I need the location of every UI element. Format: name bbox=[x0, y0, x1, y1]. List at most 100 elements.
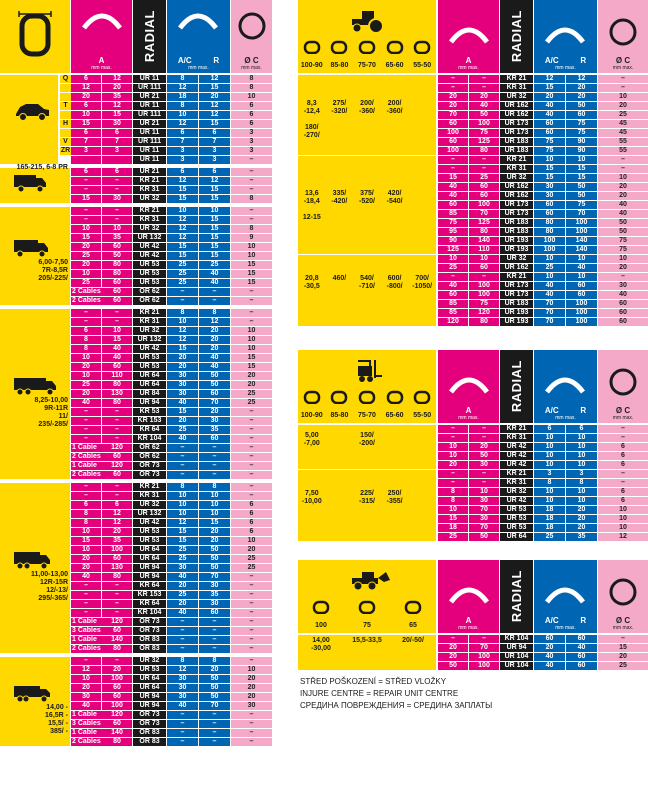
cell-ac: 12 bbox=[167, 120, 198, 128]
cell-a: – bbox=[71, 600, 101, 608]
profile-col-label: 75 bbox=[363, 622, 371, 629]
cell-a2: 20 bbox=[469, 443, 499, 451]
cell-a2: – bbox=[102, 600, 132, 608]
cell-ac: 8 bbox=[167, 309, 198, 317]
cell-a2: 60 bbox=[102, 720, 132, 728]
cell-ac: 20 bbox=[167, 354, 198, 362]
tire-size-range: 20/-50/ bbox=[402, 637, 424, 644]
cell-radial: UR 183 bbox=[500, 219, 533, 227]
radial-header: RADIAL bbox=[500, 350, 533, 423]
cell-ac: 80 bbox=[534, 219, 565, 227]
cell-a: 20 bbox=[438, 461, 468, 469]
cell-ac: – bbox=[167, 645, 198, 653]
cell-a2: – bbox=[102, 318, 132, 326]
cell-c: 6 bbox=[598, 443, 648, 451]
cell-c: 10 bbox=[231, 93, 272, 101]
cell-c: 20 bbox=[231, 372, 272, 380]
cell-r: 7 bbox=[199, 138, 230, 146]
cell-ac: 40 bbox=[534, 102, 565, 110]
cell-c: – bbox=[231, 483, 272, 491]
cell-a: – bbox=[71, 177, 101, 185]
cell-a2: 20 bbox=[102, 84, 132, 92]
cell-ac: – bbox=[167, 636, 198, 644]
cell-a: 15 bbox=[438, 515, 468, 523]
cell-a: 60 bbox=[438, 291, 468, 299]
cell-a: 15 bbox=[71, 537, 101, 545]
cell-radial: UR 21 bbox=[133, 168, 166, 176]
cell-r: – bbox=[199, 720, 230, 728]
cell-r: 50 bbox=[199, 555, 230, 563]
cell-r: 20 bbox=[566, 84, 597, 92]
cell-ac: – bbox=[167, 444, 198, 452]
cell-radial: UR 132 bbox=[133, 510, 166, 518]
cell-radial: UR 42 bbox=[500, 443, 533, 451]
cell-radial: KR 21 bbox=[500, 470, 533, 478]
cell-r: 50 bbox=[199, 372, 230, 380]
cell-a: 20 bbox=[71, 93, 101, 101]
cell-a2: 100 bbox=[469, 201, 499, 209]
cell-ac: 8 bbox=[167, 657, 198, 665]
cell-c: – bbox=[598, 635, 648, 643]
cell-a2: 120 bbox=[102, 618, 132, 626]
cell-a: 15 bbox=[71, 120, 101, 128]
cell-c: 25 bbox=[598, 111, 648, 119]
cell-ac: 10 bbox=[534, 273, 565, 281]
cell-radial: UR 132 bbox=[133, 336, 166, 344]
cell-ac: 15 bbox=[167, 252, 198, 260]
cell-a2: 7 bbox=[102, 138, 132, 146]
cell-ac: 10 bbox=[534, 443, 565, 451]
cell-a: – bbox=[71, 408, 101, 416]
cell-c: 20 bbox=[598, 183, 648, 191]
cell-a2: – bbox=[102, 207, 132, 215]
cell-r: 60 bbox=[199, 435, 230, 443]
cell-a2: 120 bbox=[102, 711, 132, 719]
cell-a2: 12 bbox=[102, 102, 132, 110]
cell-ac: – bbox=[167, 627, 198, 635]
cell-ac: 60 bbox=[534, 129, 565, 137]
cell-a: – bbox=[438, 434, 468, 442]
cell-r: 70 bbox=[566, 210, 597, 218]
cell-radial: UR 42 bbox=[133, 243, 166, 251]
cell-a2: 80 bbox=[469, 147, 499, 155]
cell-ac: 30 bbox=[534, 183, 565, 191]
cell-a2: – bbox=[469, 434, 499, 442]
radial-header: RADIAL bbox=[500, 0, 533, 73]
cell-a2: – bbox=[469, 84, 499, 92]
cell-r: – bbox=[199, 636, 230, 644]
cell-c: 10 bbox=[231, 327, 272, 335]
tire-size-range: 225/ -315/ bbox=[359, 490, 375, 505]
cell-r: 8 bbox=[566, 479, 597, 487]
cell-a: – bbox=[438, 425, 468, 433]
cell-a: – bbox=[438, 75, 468, 83]
cell-ac: 30 bbox=[167, 684, 198, 692]
speed-index: T bbox=[59, 102, 71, 110]
cell-a2: – bbox=[469, 75, 499, 83]
cell-a: 85 bbox=[438, 210, 468, 218]
cell-a: 30 bbox=[71, 693, 101, 701]
cell-a2: – bbox=[102, 492, 132, 500]
cell-c: 6 bbox=[231, 528, 272, 536]
cell-a2: 80 bbox=[102, 270, 132, 278]
cell-a: 8 bbox=[71, 336, 101, 344]
cell-a2: 30 bbox=[469, 461, 499, 469]
cell-ac: 15 bbox=[167, 243, 198, 251]
cell-a: 2 Cables bbox=[71, 297, 104, 305]
cell-c: 25 bbox=[598, 662, 648, 670]
tire-ac-icon bbox=[178, 13, 218, 30]
cell-a2: 120 bbox=[102, 444, 132, 452]
cell-r: 20 bbox=[199, 528, 230, 536]
cell-a2: 120 bbox=[102, 462, 132, 470]
cell-radial: KR 31 bbox=[500, 84, 533, 92]
cell-ac: – bbox=[167, 297, 198, 305]
tire-size-range: 7,50 -10,00 bbox=[301, 490, 322, 505]
cell-ac: 30 bbox=[167, 564, 198, 572]
cell-ac: 12 bbox=[167, 666, 198, 674]
cell-a2: – bbox=[102, 609, 132, 617]
cell-a: 6 bbox=[71, 168, 101, 176]
cell-c: 20 bbox=[598, 102, 648, 110]
cell-radial: UR 11 bbox=[133, 147, 166, 155]
cell-a: – bbox=[71, 216, 101, 224]
cell-r: 100 bbox=[566, 219, 597, 227]
cell-radial: UR 53 bbox=[133, 270, 166, 278]
